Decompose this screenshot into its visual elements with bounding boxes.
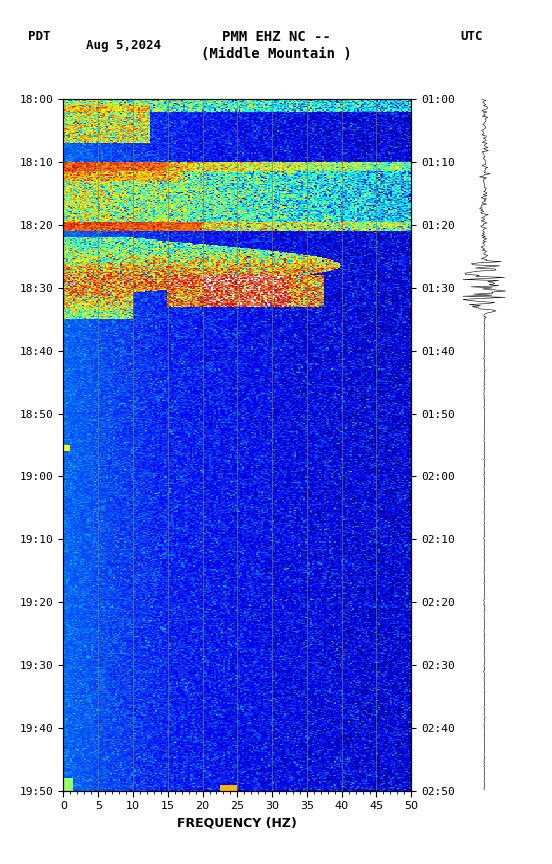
Text: UTC: UTC [460,30,483,43]
Text: PDT: PDT [28,30,50,43]
Text: (Middle Mountain ): (Middle Mountain ) [200,47,352,60]
X-axis label: FREQUENCY (HZ): FREQUENCY (HZ) [177,816,298,829]
Text: PMM EHZ NC --: PMM EHZ NC -- [221,30,331,44]
Text: Aug 5,2024: Aug 5,2024 [86,39,161,52]
